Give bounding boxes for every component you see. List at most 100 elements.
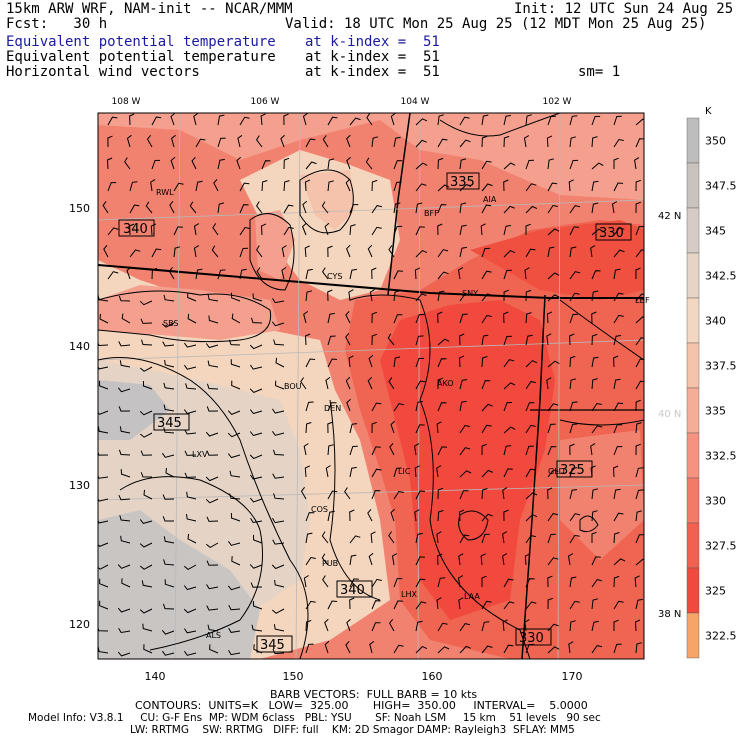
wind-barb bbox=[209, 644, 219, 654]
wind-barb bbox=[503, 135, 510, 148]
wind-barb bbox=[173, 226, 183, 236]
wind-barb bbox=[371, 490, 381, 500]
wind-barb bbox=[459, 246, 467, 258]
wind-barb bbox=[151, 267, 158, 280]
wind-barb bbox=[205, 498, 219, 504]
wind-barb bbox=[303, 443, 309, 456]
wind-barbs bbox=[98, 113, 644, 657]
wind-barb bbox=[459, 447, 471, 456]
wind-barb bbox=[231, 380, 241, 390]
wind-barb bbox=[393, 290, 400, 302]
wind-barb bbox=[256, 245, 263, 258]
wind-barb bbox=[228, 627, 241, 633]
footer-contours: CONTOURS: UNITS=K LOW= 325.00 HIGH= 350.… bbox=[135, 699, 588, 712]
wind-barb bbox=[348, 355, 354, 368]
wind-barb bbox=[231, 556, 241, 566]
station-cos: COS bbox=[311, 505, 328, 514]
wind-barb bbox=[481, 469, 494, 478]
wind-barb bbox=[305, 358, 316, 368]
wind-barb bbox=[613, 643, 622, 654]
lat-label-42n: 42 N bbox=[658, 211, 681, 222]
wind-barb bbox=[106, 157, 113, 170]
wind-barb bbox=[107, 271, 119, 280]
wind-barb bbox=[367, 508, 373, 522]
wind-barb bbox=[249, 409, 263, 415]
colorbar-label: 330 bbox=[705, 495, 726, 508]
wind-barb bbox=[525, 312, 532, 324]
wind-barb bbox=[236, 156, 242, 170]
wind-barb bbox=[481, 403, 493, 412]
wind-barb bbox=[635, 337, 644, 346]
wind-barb bbox=[503, 359, 515, 368]
wind-barb bbox=[525, 289, 532, 302]
wind-barb bbox=[304, 179, 311, 192]
wind-barb bbox=[150, 179, 156, 192]
lon-label-106w: 106 W bbox=[251, 97, 280, 107]
wind-barb bbox=[503, 115, 511, 126]
wind-barb bbox=[569, 115, 578, 126]
wind-barb bbox=[480, 223, 486, 236]
wind-barb bbox=[228, 339, 241, 346]
wind-barb bbox=[569, 355, 576, 368]
wind-barb bbox=[459, 490, 469, 500]
field-level-2: at k-index = 51 bbox=[305, 49, 440, 65]
wind-barb bbox=[120, 469, 131, 478]
wind-barb bbox=[283, 204, 294, 214]
wind-barb bbox=[118, 406, 131, 412]
wind-barb bbox=[271, 564, 285, 570]
wind-barb bbox=[250, 582, 263, 588]
wind-barb bbox=[321, 267, 329, 280]
wind-barb bbox=[327, 180, 334, 192]
wind-barb bbox=[349, 509, 355, 522]
wind-barb bbox=[546, 135, 553, 148]
wind-barb bbox=[119, 515, 131, 522]
x-tick-170: 170 bbox=[562, 670, 583, 683]
wind-barb bbox=[272, 539, 285, 545]
wind-barb bbox=[107, 227, 119, 236]
wind-barb bbox=[569, 246, 577, 258]
colorbar-swatch bbox=[686, 207, 700, 254]
wind-barb bbox=[208, 315, 219, 324]
wind-barb bbox=[437, 577, 446, 588]
station-aia: AIA bbox=[483, 195, 497, 204]
wind-barb bbox=[187, 313, 197, 324]
wind-barb bbox=[415, 226, 425, 236]
wind-barb bbox=[613, 378, 621, 390]
wind-barb bbox=[321, 201, 329, 214]
wind-barb bbox=[117, 564, 131, 569]
wind-barb bbox=[163, 404, 175, 412]
station-bou: BOU bbox=[284, 382, 302, 391]
wind-barb bbox=[365, 157, 373, 170]
colorbar-swatch bbox=[686, 297, 700, 344]
wind-barb bbox=[547, 228, 560, 236]
wind-barb bbox=[503, 445, 512, 456]
wind-barb bbox=[613, 600, 624, 610]
wind-barb bbox=[252, 293, 263, 302]
wind-barb bbox=[126, 134, 132, 148]
wind-barb bbox=[437, 184, 450, 192]
station-sny: SNY bbox=[462, 289, 478, 298]
wind-barb bbox=[349, 224, 356, 236]
wind-barb bbox=[142, 623, 153, 632]
wind-barb bbox=[569, 600, 580, 610]
lon-label-104w: 104 W bbox=[401, 97, 430, 107]
wind-barb bbox=[118, 341, 131, 347]
wind-barb bbox=[191, 156, 197, 170]
wind-barb bbox=[613, 138, 624, 148]
wind-barb bbox=[415, 314, 425, 324]
wind-barb bbox=[481, 600, 492, 610]
wind-barb bbox=[591, 620, 599, 632]
wind-barb bbox=[161, 629, 175, 635]
wind-barb bbox=[99, 600, 109, 610]
wind-barb bbox=[151, 248, 162, 258]
wind-barb bbox=[164, 359, 175, 368]
wind-barb bbox=[227, 585, 241, 591]
wind-barb bbox=[459, 379, 468, 390]
wind-barb bbox=[271, 608, 285, 614]
wind-barb bbox=[393, 136, 401, 148]
station-laa: LAA bbox=[464, 592, 480, 601]
wind-barb bbox=[503, 311, 509, 324]
wind-barb bbox=[568, 179, 574, 192]
wind-barb bbox=[300, 486, 307, 500]
wind-barb bbox=[162, 603, 175, 610]
